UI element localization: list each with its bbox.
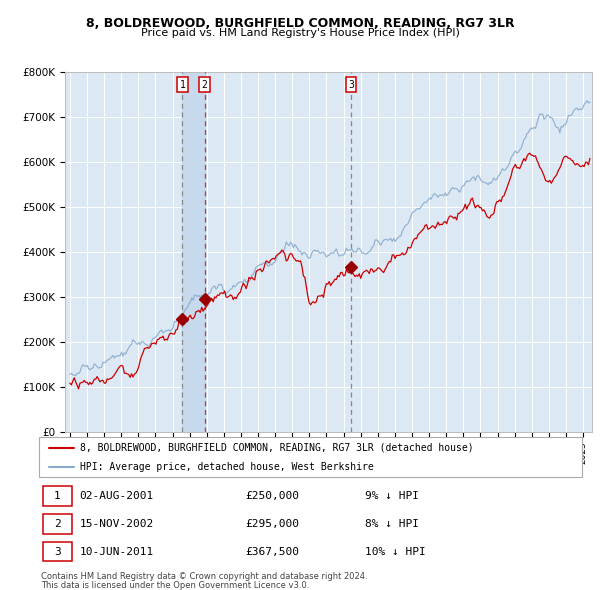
Text: 2: 2 [202, 80, 208, 90]
Text: This data is licensed under the Open Government Licence v3.0.: This data is licensed under the Open Gov… [41, 581, 309, 589]
Text: 1: 1 [54, 491, 61, 501]
Text: Contains HM Land Registry data © Crown copyright and database right 2024.: Contains HM Land Registry data © Crown c… [41, 572, 367, 581]
Text: 8, BOLDREWOOD, BURGHFIELD COMMON, READING, RG7 3LR: 8, BOLDREWOOD, BURGHFIELD COMMON, READIN… [86, 17, 514, 30]
Text: 2: 2 [54, 519, 61, 529]
Text: £367,500: £367,500 [245, 547, 299, 557]
Text: 10-JUN-2011: 10-JUN-2011 [80, 547, 154, 557]
Text: 15-NOV-2002: 15-NOV-2002 [80, 519, 154, 529]
Bar [182, 72, 205, 432]
Text: 02-AUG-2001: 02-AUG-2001 [80, 491, 154, 501]
Text: 10% ↓ HPI: 10% ↓ HPI [365, 547, 425, 557]
FancyBboxPatch shape [43, 486, 71, 506]
Text: HPI: Average price, detached house, West Berkshire: HPI: Average price, detached house, West… [80, 462, 373, 471]
Text: 3: 3 [348, 80, 354, 90]
Text: £295,000: £295,000 [245, 519, 299, 529]
FancyBboxPatch shape [43, 514, 71, 533]
FancyBboxPatch shape [39, 437, 582, 477]
Text: 1: 1 [179, 80, 185, 90]
Text: £250,000: £250,000 [245, 491, 299, 501]
Text: Price paid vs. HM Land Registry's House Price Index (HPI): Price paid vs. HM Land Registry's House … [140, 28, 460, 38]
Text: 8, BOLDREWOOD, BURGHFIELD COMMON, READING, RG7 3LR (detached house): 8, BOLDREWOOD, BURGHFIELD COMMON, READIN… [80, 443, 473, 453]
Text: 3: 3 [54, 547, 61, 557]
Text: 9% ↓ HPI: 9% ↓ HPI [365, 491, 419, 501]
Text: 8% ↓ HPI: 8% ↓ HPI [365, 519, 419, 529]
FancyBboxPatch shape [43, 542, 71, 562]
